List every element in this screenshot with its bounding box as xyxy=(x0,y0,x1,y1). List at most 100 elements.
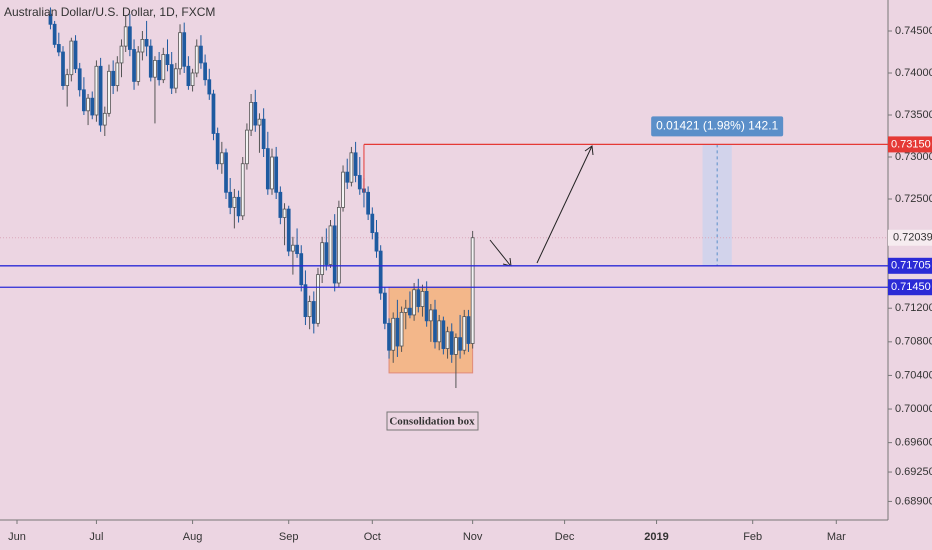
last-price-label: 0.72039 xyxy=(893,232,932,244)
candle-body xyxy=(77,68,82,91)
candle-body xyxy=(194,45,199,74)
y-tick-label: 0.71200 xyxy=(895,302,932,314)
x-tick-label: Nov xyxy=(463,531,483,543)
drawings-front: Consolidation box 0.01421 (1.98%) 142.1 xyxy=(0,116,888,431)
candle-body xyxy=(382,292,387,324)
candle-body xyxy=(203,62,207,81)
candle-body xyxy=(69,40,74,76)
axes: 0.74500 0.74000 0.73500 0.73000 0.72500 0.712… xyxy=(8,25,932,543)
candle-body xyxy=(462,316,467,351)
candle-body xyxy=(111,70,116,87)
candle-body xyxy=(82,89,86,112)
candle-body xyxy=(374,232,379,252)
candle-body xyxy=(265,148,270,190)
candle-body xyxy=(449,331,454,355)
candle-body xyxy=(420,291,425,307)
candle-body xyxy=(148,45,153,78)
candle-body xyxy=(337,207,341,284)
candle-body xyxy=(178,32,182,70)
candle-body xyxy=(345,171,350,183)
candle-body xyxy=(328,225,333,265)
candle-body xyxy=(320,242,325,276)
candle-body xyxy=(173,68,178,89)
candle-body xyxy=(115,62,120,87)
candle-body xyxy=(94,65,99,116)
box-label: Consolidation box xyxy=(389,416,475,428)
candle-body xyxy=(299,253,304,286)
candle-body xyxy=(441,320,446,349)
candle-body xyxy=(357,175,362,190)
candle-body xyxy=(132,49,136,82)
arrow xyxy=(536,145,593,264)
y-tick-label: 0.70800 xyxy=(895,336,932,348)
candle-body xyxy=(56,44,61,53)
x-tick-label: Dec xyxy=(555,531,575,543)
candle-body xyxy=(190,72,195,87)
candle-body xyxy=(219,152,224,165)
candle-body xyxy=(311,301,316,324)
candle-body xyxy=(136,51,141,82)
level-label: 0.73150 xyxy=(891,138,931,150)
candle-body xyxy=(316,274,320,324)
candle-body xyxy=(165,54,170,66)
candle-body xyxy=(324,242,329,265)
candle-body xyxy=(253,102,258,126)
label-box xyxy=(386,411,479,431)
candle-body xyxy=(387,322,391,351)
y-tick-label: 0.69250 xyxy=(895,466,932,478)
candle-body xyxy=(102,112,107,126)
measure-label: 0.01421 (1.98%) 142.1 xyxy=(656,119,778,133)
candle-body xyxy=(128,26,132,50)
measure-label-bg xyxy=(651,116,784,137)
candle-body xyxy=(282,208,287,218)
candle-body xyxy=(454,337,458,355)
candle-body xyxy=(73,40,78,70)
candle-body xyxy=(391,317,396,351)
x-tick-label: Jun xyxy=(8,531,26,543)
y-tick-label: 0.73500 xyxy=(895,109,932,121)
candle-body xyxy=(278,191,283,218)
candle-body xyxy=(107,70,111,114)
candle-body xyxy=(207,79,212,95)
last-price-bg xyxy=(888,229,932,246)
candle-body xyxy=(240,163,245,217)
candle-body xyxy=(353,152,358,176)
y-tick-label: 0.74000 xyxy=(895,67,932,79)
y-tick-label: 0.70400 xyxy=(895,369,932,381)
y-tick-label: 0.70000 xyxy=(895,403,932,415)
candle-body xyxy=(257,118,262,126)
candle-body xyxy=(144,38,149,47)
candle-body xyxy=(228,191,233,208)
candle-body xyxy=(395,317,400,347)
candle-body xyxy=(274,156,279,193)
y-tick-label: 0.74500 xyxy=(895,25,932,37)
level-label: 0.71705 xyxy=(891,260,931,272)
level-label-bg xyxy=(888,136,932,153)
level-label: 0.71450 xyxy=(891,281,931,293)
candle-body xyxy=(245,129,249,165)
candle-body xyxy=(403,307,408,313)
candle-body xyxy=(169,64,174,89)
candle-body xyxy=(90,97,95,116)
candle-body xyxy=(199,45,203,64)
candle-body xyxy=(424,291,429,322)
candle-body xyxy=(412,289,416,316)
candle-body xyxy=(349,152,354,183)
candle-body xyxy=(291,244,295,252)
candle-body xyxy=(341,171,345,208)
arrow xyxy=(489,239,511,266)
candle-body xyxy=(86,97,90,112)
candle-body xyxy=(119,45,124,64)
level-label-bg xyxy=(888,279,932,296)
candle-body xyxy=(236,196,241,217)
candle-body xyxy=(261,118,266,150)
candle-body xyxy=(399,312,404,347)
candle-body xyxy=(303,284,308,318)
candle-body xyxy=(211,93,216,134)
candle-body xyxy=(224,152,228,193)
level-label-bg xyxy=(888,257,932,274)
x-tick-label: Mar xyxy=(827,531,846,543)
candle-body xyxy=(445,331,450,349)
candle-body xyxy=(52,23,57,45)
